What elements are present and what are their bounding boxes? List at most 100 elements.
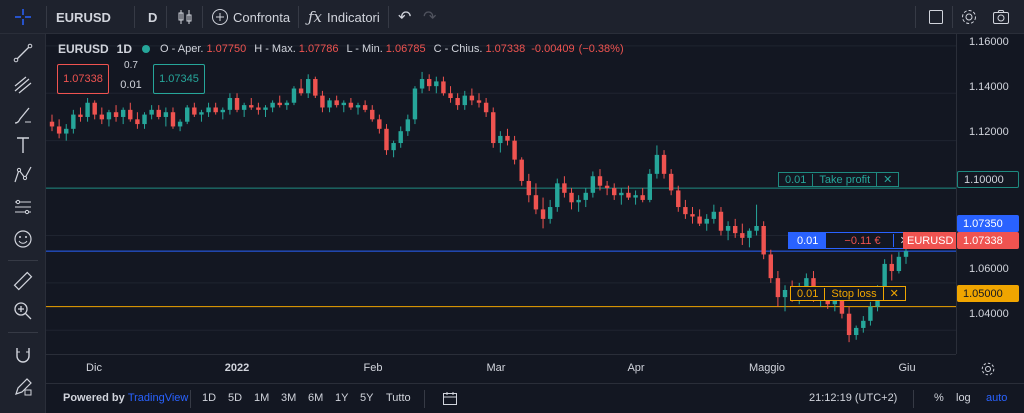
- clock[interactable]: 21:12:19 (UTC+2): [809, 392, 898, 404]
- range-5d[interactable]: 5D: [228, 392, 243, 404]
- interval-button[interactable]: D: [148, 0, 157, 34]
- range-3m[interactable]: 3M: [281, 392, 297, 404]
- ruler-tool[interactable]: [12, 270, 34, 292]
- candle: [519, 157, 524, 186]
- trend-line-tool[interactable]: [12, 42, 34, 64]
- quantity-field[interactable]: 0.01: [120, 79, 142, 91]
- range-1y[interactable]: 1Y: [335, 392, 349, 404]
- zoom-in-icon: [14, 302, 32, 320]
- price-axis[interactable]: 1.16000 1.14000 1.12000 1.10000 1.07350 …: [956, 34, 1024, 354]
- candle: [654, 145, 660, 179]
- smiley-icon: [14, 230, 32, 248]
- divider: [388, 6, 389, 28]
- candle: [192, 102, 197, 117]
- open-label: O - Aper.: [160, 43, 204, 55]
- brand-link[interactable]: TradingView: [127, 392, 189, 404]
- brush-tool[interactable]: [12, 104, 34, 126]
- range-1d[interactable]: 1D: [202, 392, 217, 404]
- calendar-icon: [443, 392, 457, 405]
- candle-body: [78, 114, 83, 117]
- emoji-tool[interactable]: [12, 228, 34, 250]
- screenshot-button[interactable]: [992, 0, 1010, 34]
- candle-body: [697, 216, 702, 224]
- range-1m[interactable]: 1M: [254, 392, 270, 404]
- candle: [597, 169, 603, 191]
- candle-body: [334, 100, 339, 106]
- position-order[interactable]: 0.01 −0.11 € ✕: [788, 232, 916, 249]
- compare-button[interactable]: Confronta: [211, 0, 290, 34]
- candle-body: [448, 93, 453, 98]
- candle: [213, 102, 218, 115]
- candle-body: [142, 114, 147, 125]
- legend-symbol[interactable]: EURUSD: [58, 42, 109, 56]
- crosshair-icon[interactable]: [12, 0, 34, 34]
- candle-body: [761, 226, 766, 255]
- take-profit-order[interactable]: 0.01 Take profit ✕: [778, 172, 900, 187]
- stop-loss-order[interactable]: 0.01 Stop loss ✕: [790, 286, 906, 301]
- time-axis[interactable]: Dic 2022 Feb Mar Apr Maggio Giu: [46, 354, 956, 380]
- candle-body: [505, 135, 510, 141]
- range-all[interactable]: Tutto: [386, 392, 411, 404]
- pattern-icon: [14, 166, 32, 183]
- candle-body: [64, 128, 69, 134]
- pencil-lock-icon: [15, 378, 32, 396]
- pattern-tool[interactable]: [12, 164, 34, 186]
- prediction-tool[interactable]: [12, 196, 34, 218]
- undo-button[interactable]: ↶: [398, 0, 411, 34]
- magnet-tool[interactable]: [12, 344, 34, 366]
- powered-by[interactable]: Powered by TradingView: [63, 392, 188, 404]
- redo-icon: ↷: [423, 9, 437, 26]
- candle-body: [732, 226, 738, 234]
- candle: [775, 271, 781, 307]
- buy-button[interactable]: 1.07345: [153, 64, 205, 94]
- close-icon[interactable]: ✕: [876, 173, 898, 186]
- axis-settings-button[interactable]: [980, 361, 996, 382]
- candles-icon: [178, 10, 192, 24]
- candle: [263, 105, 268, 117]
- goto-date-button[interactable]: [442, 391, 458, 412]
- candle: [85, 98, 90, 122]
- candle: [540, 197, 546, 229]
- divider: [46, 6, 47, 28]
- candle-body: [320, 95, 325, 108]
- chart-type-button[interactable]: [176, 0, 194, 34]
- text-tool[interactable]: [12, 134, 34, 156]
- settings-button[interactable]: [960, 0, 978, 34]
- candle-body: [612, 188, 617, 196]
- candle: [284, 100, 290, 110]
- percent-toggle[interactable]: %: [934, 392, 944, 404]
- candle: [298, 79, 304, 96]
- redo-button[interactable]: ↷: [423, 0, 436, 34]
- take-profit-qty: 0.01: [785, 173, 807, 186]
- candle: [498, 131, 503, 153]
- candle-body: [405, 119, 411, 132]
- divider: [8, 332, 38, 333]
- candle: [327, 98, 332, 113]
- candle: [120, 107, 126, 125]
- symbol-search[interactable]: EURUSD: [56, 0, 111, 34]
- plus-circle-icon: [212, 9, 228, 25]
- candle: [661, 150, 667, 179]
- candle-body: [619, 192, 624, 196]
- candle: [483, 98, 489, 117]
- candle: [619, 188, 624, 205]
- auto-toggle[interactable]: auto: [986, 392, 1008, 404]
- divider: [424, 390, 425, 408]
- candle-body: [768, 254, 773, 279]
- indicators-button[interactable]: ƒx Indicatori: [308, 0, 380, 34]
- candle-body: [256, 107, 261, 110]
- range-5y[interactable]: 5Y: [360, 392, 374, 404]
- close-icon[interactable]: ✕: [882, 287, 905, 300]
- candle-body: [398, 131, 403, 144]
- lock-drawing-tool[interactable]: [12, 376, 34, 398]
- candle-body: [562, 183, 567, 193]
- range-6m[interactable]: 6M: [308, 392, 324, 404]
- candle: [377, 114, 382, 134]
- fullscreen-button[interactable]: [928, 0, 944, 34]
- log-toggle[interactable]: log: [956, 392, 971, 404]
- sell-button[interactable]: 1.07338: [57, 64, 109, 94]
- pitchfork-tool[interactable]: [12, 74, 34, 96]
- candle: [341, 100, 346, 113]
- market-status-icon[interactable]: [142, 45, 151, 53]
- zoom-tool[interactable]: [12, 300, 34, 322]
